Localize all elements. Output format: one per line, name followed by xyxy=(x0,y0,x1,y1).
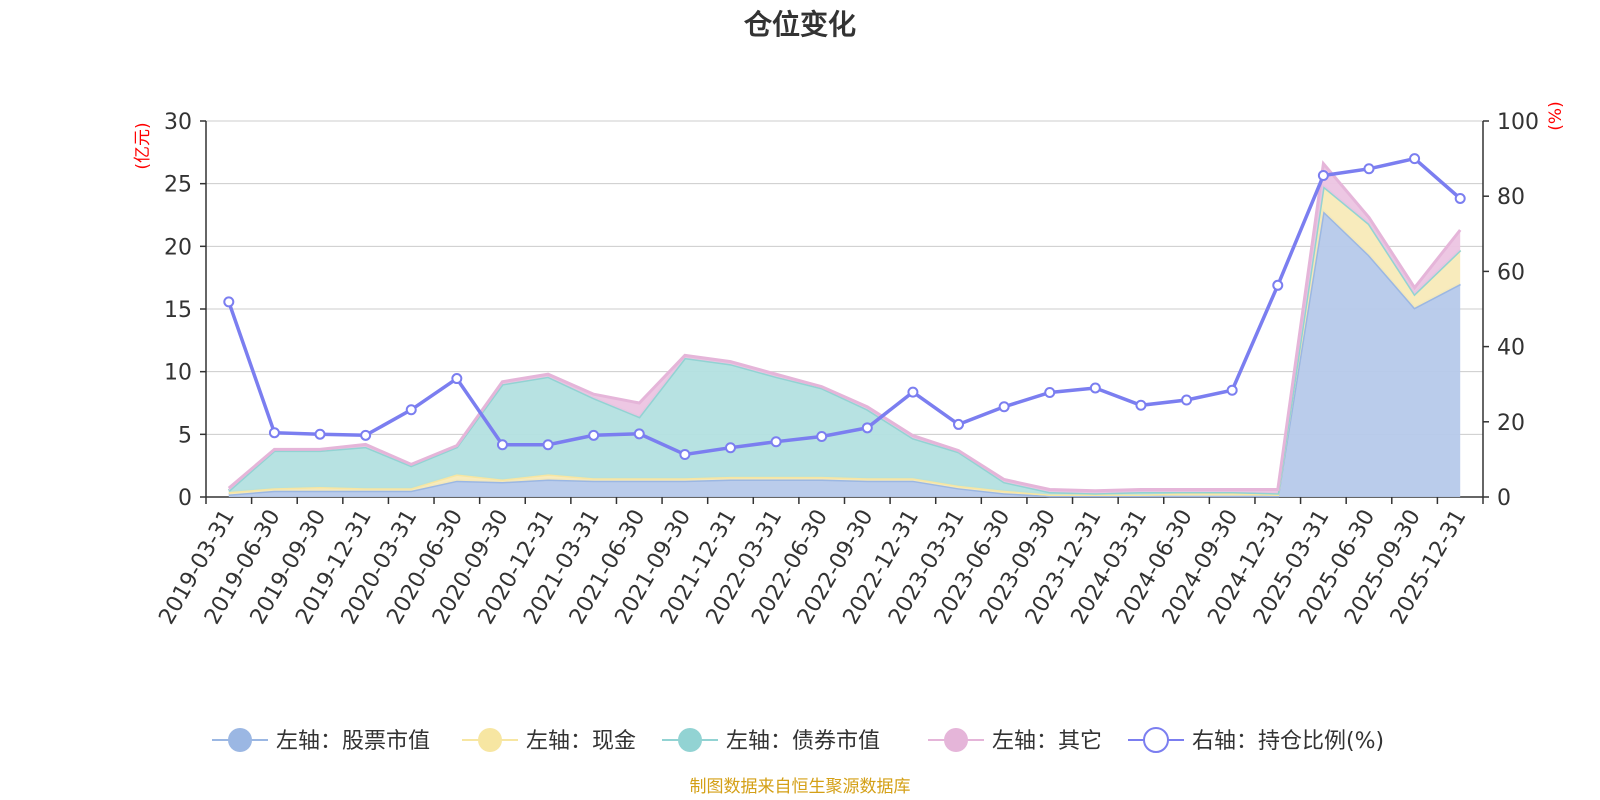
ratio-point xyxy=(816,430,828,442)
legend-marker xyxy=(944,728,968,752)
legend-label: 右轴：持仓比例(%) xyxy=(1192,729,1384,754)
ratio-point xyxy=(1363,163,1375,175)
legend-label: 左轴：股票市值 xyxy=(276,729,430,754)
left-tick-label: 5 xyxy=(178,423,192,448)
ratio-point xyxy=(998,401,1010,413)
ratio-point xyxy=(1454,192,1466,204)
ratio-point xyxy=(1317,170,1329,182)
ratio-point xyxy=(1409,153,1421,165)
line-series xyxy=(223,153,1466,461)
ratio-point xyxy=(268,427,280,439)
ratio-point xyxy=(1181,394,1193,406)
left-tick-label: 30 xyxy=(164,110,192,135)
legend-marker xyxy=(478,728,502,752)
ratio-point xyxy=(542,439,554,451)
left-tick-label: 20 xyxy=(164,235,192,260)
legend-label: 左轴：债券市值 xyxy=(726,729,880,754)
x-axis-ticks: 2019-03-312019-06-302019-09-302019-12-31… xyxy=(154,497,1484,629)
ratio-point xyxy=(1135,399,1147,411)
area-2 xyxy=(228,186,1461,496)
ratio-point xyxy=(770,436,782,448)
legend-item[interactable]: 左轴：债券市值 xyxy=(662,728,880,754)
legend: 左轴：股票市值 左轴：现金 左轴：债券市值 左轴：其它 右轴：持仓比例(%) xyxy=(212,727,1384,754)
right-tick-label: 60 xyxy=(1497,260,1525,285)
legend-label: 左轴：其它 xyxy=(992,729,1102,754)
left-tick-label: 25 xyxy=(164,173,192,198)
legend-item[interactable]: 左轴：股票市值 xyxy=(212,728,430,754)
left-axis-unit: (亿元) xyxy=(133,122,153,169)
chart-title: 仓位变化 xyxy=(744,8,856,41)
ratio-point xyxy=(451,373,463,385)
right-tick-label: 0 xyxy=(1497,486,1511,511)
left-tick-label: 0 xyxy=(178,486,192,511)
ratio-point xyxy=(633,428,645,440)
ratio-point xyxy=(1044,386,1056,398)
legend-item[interactable]: 左轴：现金 xyxy=(462,728,636,754)
legend-marker xyxy=(678,728,702,752)
ratio-point xyxy=(223,296,235,308)
ratio-point xyxy=(360,429,372,441)
legend-item[interactable]: 右轴：持仓比例(%) xyxy=(1128,727,1384,754)
legend-item[interactable]: 左轴：其它 xyxy=(928,728,1102,754)
left-tick-label: 15 xyxy=(164,298,192,323)
ratio-point xyxy=(1272,279,1284,291)
source-note: 制图数据来自恒生聚源数据库 xyxy=(690,777,911,797)
right-tick-label: 20 xyxy=(1497,411,1525,436)
ratio-point xyxy=(405,404,417,416)
right-axis-unit: (%) xyxy=(1546,101,1566,130)
ratio-point xyxy=(679,449,691,461)
legend-label: 左轴：现金 xyxy=(526,729,636,754)
ratio-point xyxy=(907,386,919,398)
area-series xyxy=(227,160,1462,498)
ratio-point xyxy=(953,418,965,430)
ratio-point xyxy=(724,442,736,454)
left-tick-label: 10 xyxy=(164,361,192,386)
area-1 xyxy=(228,211,1461,497)
legend-marker xyxy=(1143,727,1169,753)
right-axis-ticks: 0 20 40 60 80 100 xyxy=(1483,110,1539,511)
ratio-point xyxy=(496,439,508,451)
area-edge-4 xyxy=(227,160,1462,493)
ratio-point xyxy=(861,422,873,434)
area-4 xyxy=(228,163,1461,494)
right-tick-label: 80 xyxy=(1497,185,1525,210)
right-tick-label: 40 xyxy=(1497,336,1525,361)
ratio-point xyxy=(1226,384,1238,396)
area-3 xyxy=(228,186,1461,495)
ratio-point xyxy=(314,428,326,440)
legend-marker xyxy=(228,728,252,752)
ratio-point xyxy=(1089,382,1101,394)
ratio-point xyxy=(588,429,600,441)
right-tick-label: 100 xyxy=(1497,110,1539,135)
ratio-line xyxy=(227,156,1462,457)
left-axis-ticks: 0 5 10 15 20 25 30 xyxy=(164,110,206,511)
